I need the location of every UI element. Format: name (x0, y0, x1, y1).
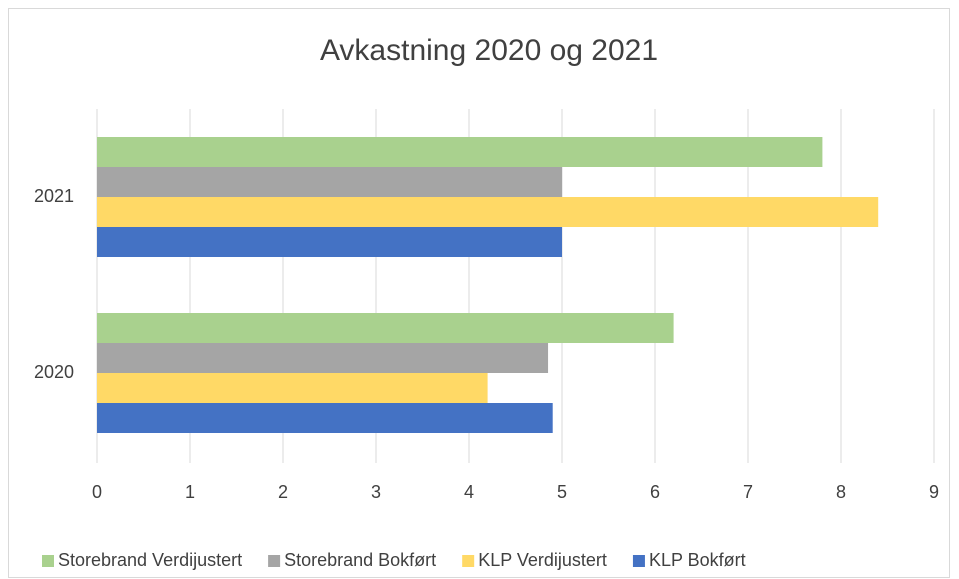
legend-label: Storebrand Verdijustert (58, 550, 242, 570)
x-tick-label: 4 (464, 482, 474, 502)
y-tick-label: 2020 (34, 362, 74, 382)
x-tick-label: 0 (92, 482, 102, 502)
bar (97, 313, 674, 343)
x-tick-label: 1 (185, 482, 195, 502)
x-tick-label: 8 (836, 482, 846, 502)
x-tick-label: 2 (278, 482, 288, 502)
legend-swatch (632, 555, 645, 567)
bar (97, 403, 553, 433)
bar (97, 373, 488, 403)
x-tick-label: 3 (371, 482, 381, 502)
x-tick-label: 5 (557, 482, 567, 502)
legend-label: Storebrand Bokført (284, 550, 436, 570)
x-tick-label: 6 (650, 482, 660, 502)
bar (97, 167, 562, 197)
legend-swatch (268, 555, 281, 567)
x-tick-label: 9 (929, 482, 939, 502)
legend-swatch (42, 555, 54, 567)
bar (97, 137, 823, 167)
chart-title: Avkastning 2020 og 2021 (320, 34, 658, 67)
legend-label: KLP Verdijustert (478, 550, 607, 570)
bar (97, 227, 562, 257)
legend-swatch (462, 555, 475, 567)
y-tick-label: 2021 (34, 186, 74, 206)
bar (97, 343, 549, 373)
legend-label: KLP Bokført (649, 550, 746, 570)
x-tick-label: 7 (743, 482, 753, 502)
chart-border (8, 8, 950, 578)
bar (97, 197, 879, 227)
